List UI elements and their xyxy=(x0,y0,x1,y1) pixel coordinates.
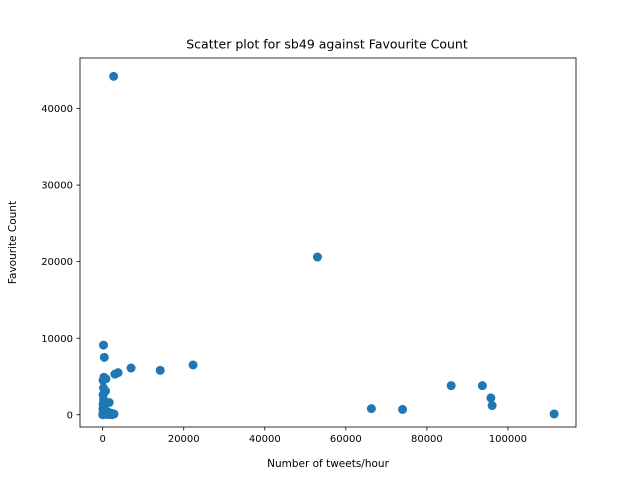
x-tick-label: 40000 xyxy=(249,434,281,445)
data-point xyxy=(110,369,120,379)
data-point xyxy=(477,381,487,391)
data-point xyxy=(99,340,108,350)
y-tick-label: 0 xyxy=(67,410,73,421)
ticks-layer: 0 20000 40000 60000 80000 100000 0 10000 20000 30… xyxy=(41,104,527,445)
data-point xyxy=(126,363,136,373)
data-point xyxy=(109,71,119,81)
chart-title: Scatter plot for sb49 against Favourite … xyxy=(186,37,468,52)
y-tick-label: 20000 xyxy=(41,257,73,268)
y-tick-label: 40000 xyxy=(41,104,73,115)
data-point xyxy=(98,410,108,420)
plot-frame xyxy=(79,57,577,428)
x-tick-label: 80000 xyxy=(411,434,443,445)
x-tick-label: 20000 xyxy=(168,434,200,445)
data-point xyxy=(366,404,376,414)
points-layer xyxy=(98,71,559,420)
data-point xyxy=(446,381,456,391)
data-point xyxy=(486,393,496,403)
data-point xyxy=(487,401,497,411)
data-point xyxy=(107,410,117,420)
data-point xyxy=(99,352,109,362)
data-point xyxy=(398,404,408,414)
data-point xyxy=(188,360,198,370)
y-tick-label: 10000 xyxy=(41,334,73,345)
x-tick-label: 100000 xyxy=(489,434,527,445)
y-axis-label: Favourite Count xyxy=(7,201,19,284)
y-tick-label: 30000 xyxy=(41,181,73,192)
data-point xyxy=(312,252,322,262)
data-point xyxy=(549,409,559,419)
x-tick-label: 0 xyxy=(100,434,106,445)
x-axis-label: Number of tweets/hour xyxy=(267,458,389,470)
x-tick-label: 60000 xyxy=(330,434,362,445)
data-point xyxy=(155,365,165,375)
data-point xyxy=(98,375,108,385)
